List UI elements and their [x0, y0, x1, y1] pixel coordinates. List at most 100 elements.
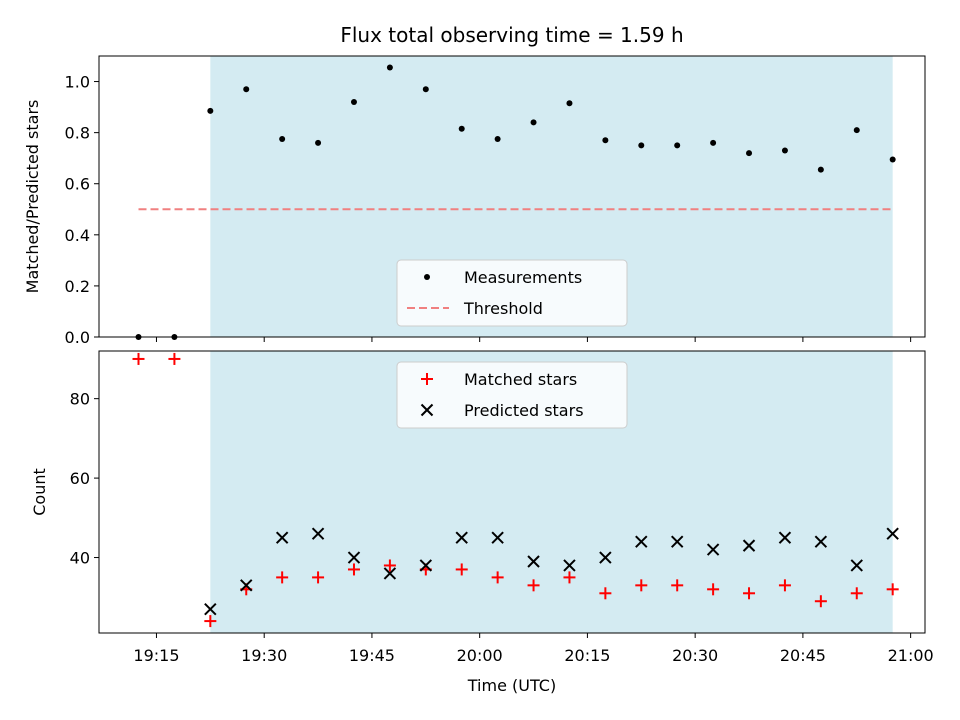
legend-entry: Measurements [424, 268, 582, 287]
legend-label: Matched stars [464, 370, 577, 389]
matched-stars-point [563, 571, 576, 584]
legend-dot-swatch [424, 274, 430, 280]
measurement-point [817, 166, 824, 173]
matched-stars-point [743, 587, 756, 600]
measurement-point [674, 142, 681, 149]
y-tick-label: 1.0 [65, 73, 90, 92]
predicted-stars-point [419, 559, 433, 572]
top-y-axis-label: Matched/Predicted stars [23, 100, 42, 294]
bottom-axes-frame [98, 350, 926, 634]
matched-stars-point [455, 563, 468, 576]
matched-stars-point [527, 579, 540, 592]
bottom-legend: Matched stars Predicted stars [396, 361, 628, 429]
predicted-stars-point [778, 531, 792, 544]
matched-stars-point [168, 352, 181, 365]
measurement-point [207, 107, 214, 114]
y-tick-label: 0.8 [65, 124, 90, 143]
predicted-stars-point [240, 579, 253, 592]
top-chart-title: Flux total observing time = 1.59 h [340, 23, 683, 47]
matched-stars-point [204, 615, 217, 628]
y-tick-label: 0.6 [65, 175, 90, 194]
legend-entry: Threshold [407, 299, 543, 318]
x-tick-label: 20:00 [457, 646, 503, 665]
predicted-stars-point [383, 567, 397, 580]
matched-stars-point [491, 571, 504, 584]
x-tick-label: 19:30 [241, 646, 287, 665]
measurement-point [530, 119, 537, 126]
legend-plus-swatch [421, 373, 433, 385]
measurement-point [889, 156, 896, 163]
top-panel: 0.0 0.2 0.4 0.6 0.8 1.0 Matched/Predicted star… [23, 55, 926, 347]
measurement-point [566, 100, 573, 107]
matched-stars-point [635, 579, 648, 592]
predicted-stars-point [886, 527, 899, 540]
y-tick-label: 60 [70, 469, 90, 488]
x-axis-label: Time (UTC) [467, 676, 556, 695]
x-tick-label: 20:45 [780, 646, 826, 665]
matched-stars-point [886, 583, 899, 596]
matched-stars-point [671, 579, 684, 592]
legend-box [396, 361, 628, 429]
predicted-stars-point [670, 535, 684, 548]
matched-stars-point [850, 587, 863, 600]
matched-stars-point [383, 559, 396, 572]
measurement-point [853, 127, 860, 134]
predicted-stars-point [347, 551, 361, 564]
matched-stars-point [599, 587, 612, 600]
measurement-point [386, 64, 393, 71]
y-tick-label: 0.0 [65, 328, 90, 347]
predicted-stars-point [527, 555, 540, 568]
legend-label: Threshold [463, 299, 543, 318]
measurement-point [315, 139, 322, 146]
matched-stars-point [132, 352, 145, 365]
x-tick-label: 19:15 [133, 646, 179, 665]
predicted-stars-point [275, 531, 289, 544]
predicted-stars-point [706, 543, 720, 556]
y-tick-label: 40 [70, 549, 90, 568]
measurement-point [279, 136, 286, 143]
legend-label: Measurements [464, 268, 582, 287]
measurement-point [710, 139, 717, 146]
x-tick-label: 20:30 [672, 646, 718, 665]
top-legend: Measurements Threshold [396, 259, 628, 327]
legend-x-swatch [420, 403, 434, 417]
matched-stars-point [814, 595, 827, 608]
legend-entry: Matched stars [421, 370, 577, 389]
measurement-point [781, 147, 788, 154]
legend-label: Predicted stars [464, 401, 584, 420]
predicted-stars-point [742, 539, 756, 552]
legend-entry: Predicted stars [420, 401, 584, 420]
matched-stars-point [347, 563, 360, 576]
predicted-stars-point [204, 602, 217, 616]
x-tick-label: 20:15 [564, 646, 610, 665]
y-tick-label: 80 [70, 390, 90, 409]
y-tick-label: 0.2 [65, 277, 90, 296]
bottom-panel: 40 60 80 19:15 19:30 19:45 20:00 20:15 20:30 20:4… [30, 350, 934, 695]
predicted-stars-point [491, 531, 504, 544]
top-axes-frame [98, 55, 926, 338]
predicted-stars-point [814, 535, 828, 548]
matched-stars-point [276, 571, 289, 584]
measurement-point [422, 86, 429, 93]
legend-box [396, 259, 628, 327]
bottom-y-axis-label: Count [30, 468, 49, 516]
measurement-point [746, 150, 753, 157]
x-tick-label: 19:45 [349, 646, 395, 665]
predicted-stars-point [311, 527, 325, 540]
predicted-stars-point [455, 531, 468, 544]
predicted-stars-point [635, 535, 648, 548]
measurement-point [602, 137, 609, 144]
y-tick-label: 0.4 [65, 226, 90, 245]
matched-stars-point [707, 583, 720, 596]
x-tick-label: 21:00 [888, 646, 934, 665]
matched-stars-point [778, 579, 791, 592]
measurement-point [243, 86, 250, 93]
measurement-point [638, 142, 645, 149]
matched-stars-point [312, 571, 325, 584]
predicted-stars-point [563, 559, 576, 572]
predicted-stars-point [599, 551, 612, 564]
measurement-point [350, 98, 357, 105]
predicted-stars-point [850, 559, 863, 572]
measurement-point [494, 136, 501, 143]
